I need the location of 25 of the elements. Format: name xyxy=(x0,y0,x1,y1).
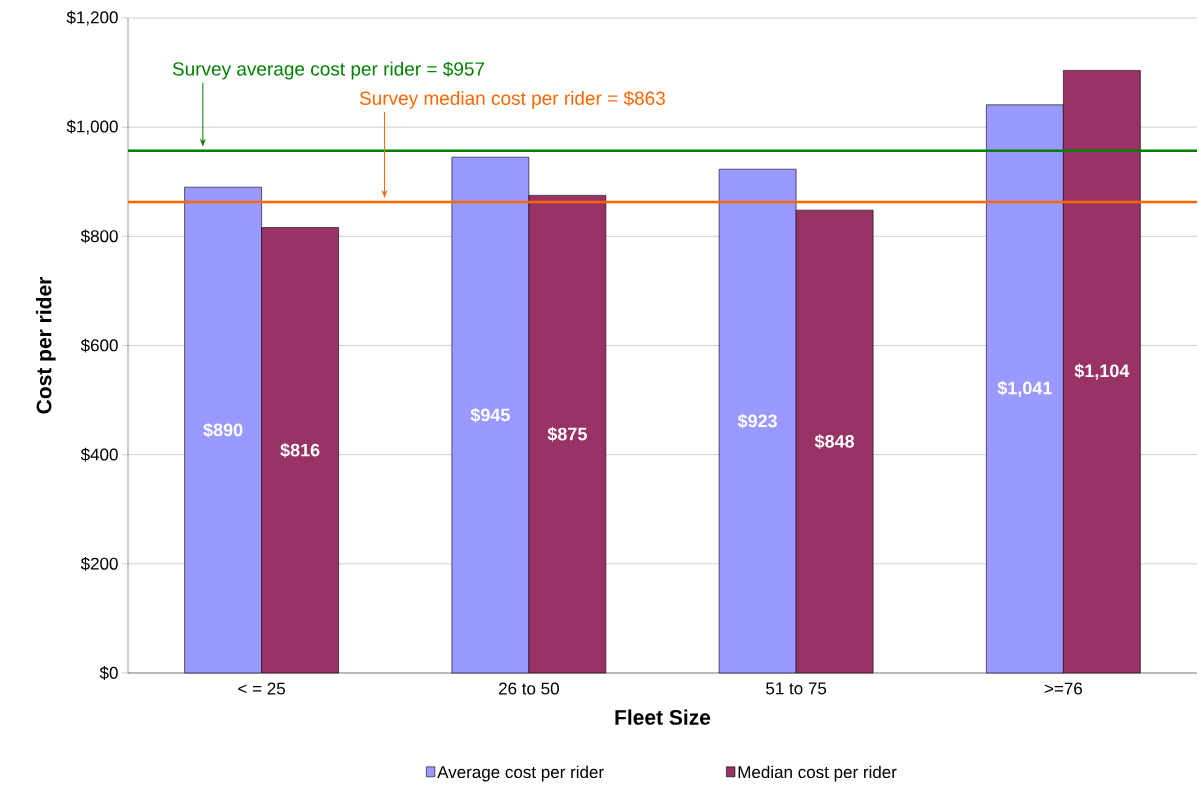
data-label: $1,041 xyxy=(997,380,1052,397)
data-label: $945 xyxy=(470,407,510,423)
y-axis-title: Cost per rider xyxy=(36,276,56,414)
x-tick-label: 26 to 50 xyxy=(499,682,559,695)
x-tick-label: < = 25 xyxy=(238,682,285,695)
y-tick-label: $1,000 xyxy=(66,119,118,135)
y-tick-label: $1,200 xyxy=(66,10,118,26)
legend-label: Median cost per rider xyxy=(738,765,897,782)
y-tick-label: $0 xyxy=(99,666,118,680)
data-label: $816 xyxy=(280,442,320,458)
y-tick-label: $600 xyxy=(80,338,118,353)
legend-label: Average cost per rider xyxy=(437,765,604,782)
y-tick-label: $800 xyxy=(80,229,118,244)
data-label: $875 xyxy=(547,426,587,442)
x-axis-title: Fleet Size xyxy=(615,709,711,725)
ref-line-label: Survey average cost per rider = $957 xyxy=(172,61,485,80)
data-label: $1,104 xyxy=(1074,363,1130,380)
data-label: $923 xyxy=(737,413,777,429)
y-tick-label: $400 xyxy=(80,447,118,462)
data-label: $848 xyxy=(814,434,855,449)
y-tick-label: $200 xyxy=(80,556,118,571)
x-tick-label: >=76 xyxy=(1044,682,1082,695)
ref-line-label: Survey median cost per rider = $863 xyxy=(359,90,665,109)
data-label: $890 xyxy=(203,422,243,438)
x-tick-label: 51 to 75 xyxy=(766,682,827,695)
